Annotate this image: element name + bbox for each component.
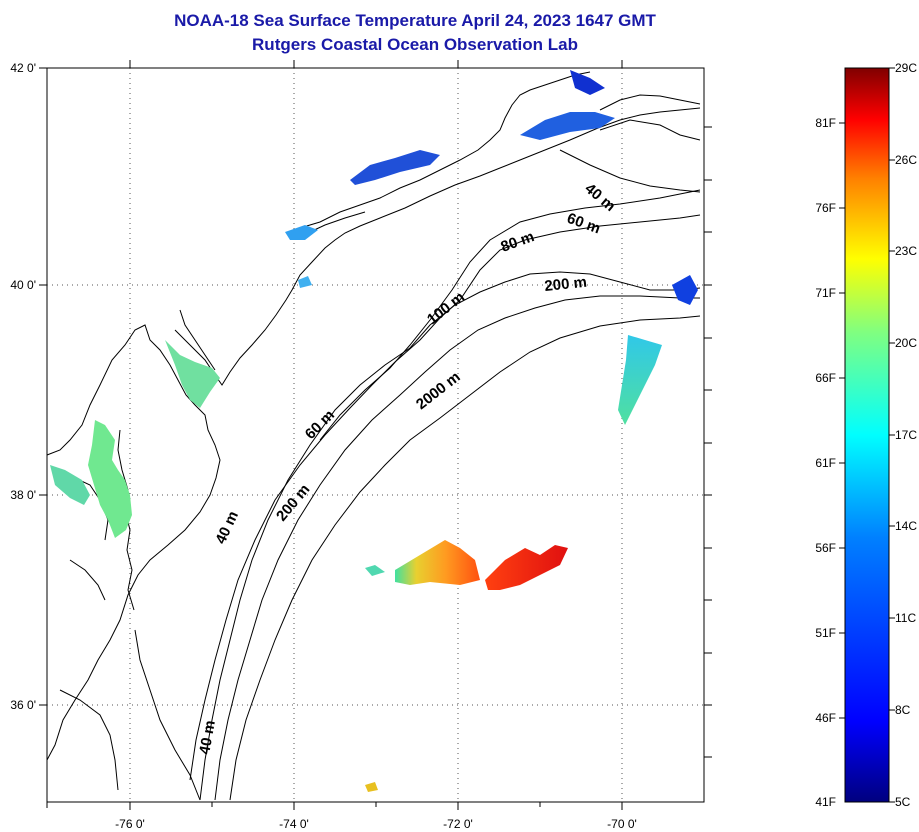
colorbar-gradient (844, 67, 890, 803)
longitude-labels: -76 0' -74 0' -72 0' -70 0' (115, 817, 637, 831)
map-title: NOAA-18 Sea Surface Temperature April 24… (174, 11, 656, 30)
colorbar-c-label: 26C (895, 153, 917, 167)
colorbar-c-label: 23C (895, 244, 917, 258)
colorbar-f-label: 56F (815, 541, 836, 555)
lat-tick-label: 40 0' (10, 278, 36, 292)
colorbar-f-label: 71F (815, 286, 836, 300)
colorbar: 81F 76F 71F 66F 61F 56F 51F 46F 41F 29C … (815, 61, 917, 809)
colorbar-f-label: 61F (815, 456, 836, 470)
colorbar-f-label: 66F (815, 371, 836, 385)
colorbar-c-label: 14C (895, 519, 917, 533)
lon-tick-label: -76 0' (115, 817, 145, 831)
colorbar-f-label: 41F (815, 795, 836, 809)
map-subtitle: Rutgers Coastal Ocean Observation Lab (252, 35, 578, 54)
depth-label: 40 m (196, 719, 219, 756)
sst-data (50, 70, 698, 792)
lat-tick-label: 42 0' (10, 61, 36, 75)
depth-label: 200 m (544, 274, 588, 295)
colorbar-c-label: 20C (895, 336, 917, 350)
colorbar-f-label: 81F (815, 116, 836, 130)
lat-tick-label: 38 0' (10, 488, 36, 502)
lat-tick-label: 36 0' (10, 698, 36, 712)
colorbar-f-label: 51F (815, 626, 836, 640)
colorbar-c-label: 11C (895, 611, 916, 625)
lon-tick-label: -74 0' (279, 817, 309, 831)
lon-tick-label: -70 0' (607, 817, 637, 831)
colorbar-c-label: 8C (895, 703, 911, 717)
colorbar-c-label: 29C (895, 61, 917, 75)
latitude-labels: 42 0' 40 0' 38 0' 36 0' (10, 61, 36, 712)
colorbar-f-label: 76F (815, 201, 836, 215)
frame-ticks (39, 60, 712, 810)
map-frame (46, 67, 705, 803)
colorbar-c-label: 17C (895, 428, 917, 442)
bathymetry-contours (189, 119, 701, 801)
colorbar-c-label: 5C (895, 795, 911, 809)
colorbar-f-label: 46F (815, 711, 836, 725)
lon-tick-label: -72 0' (443, 817, 473, 831)
